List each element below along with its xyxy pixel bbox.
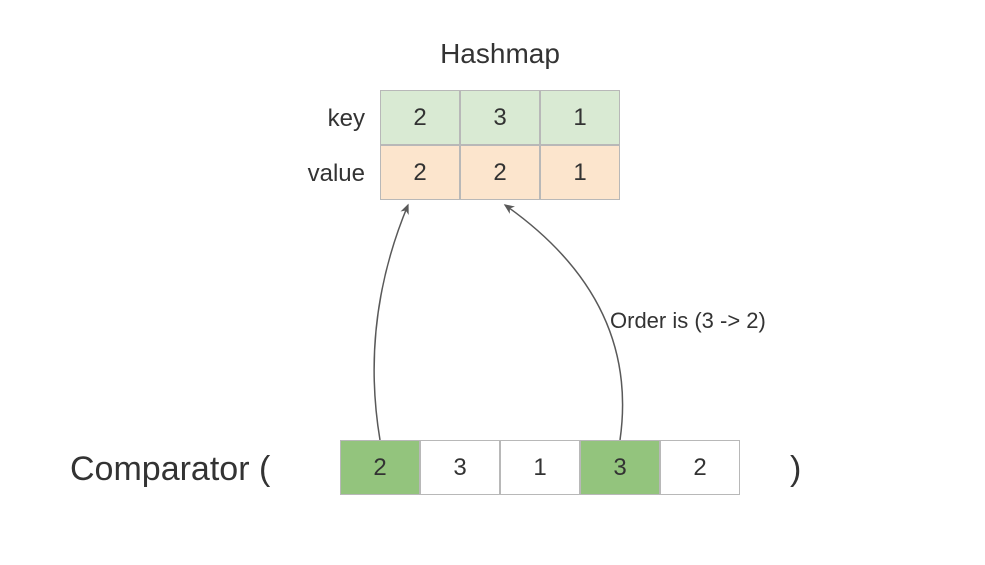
arrow-1 — [374, 205, 408, 440]
comparator-close-paren: ) — [790, 450, 801, 489]
comparator-cell: 2 — [340, 440, 420, 495]
comparator-cell: 3 — [420, 440, 500, 495]
comparator-label: Comparator ( — [70, 450, 270, 489]
order-label: Order is (3 -> 2) — [610, 308, 766, 334]
arrow-2 — [505, 205, 623, 440]
comparator-cell: 2 — [660, 440, 740, 495]
comparator-cell: 3 — [580, 440, 660, 495]
comparator-cell: 1 — [500, 440, 580, 495]
